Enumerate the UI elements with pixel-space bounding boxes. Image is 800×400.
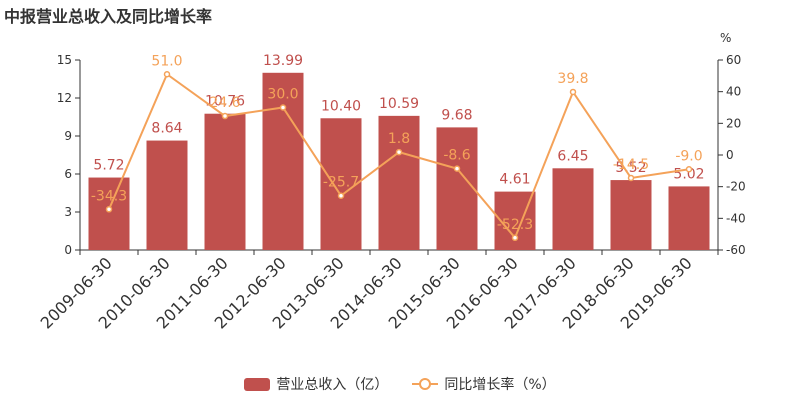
growth-data-label: 51.0 (151, 53, 182, 69)
legend-line-swatch (412, 377, 439, 391)
growth-data-label: -14.5 (613, 157, 649, 173)
bar-data-label: 9.68 (441, 107, 472, 123)
growth-point (627, 174, 635, 182)
y-right-tick-label: 40 (726, 85, 741, 99)
legend-label-revenue: 营业总收入（亿） (276, 377, 389, 393)
bar (88, 177, 130, 250)
y-left-tick-label: 9 (64, 129, 72, 143)
growth-point (279, 104, 287, 111)
bar (552, 168, 594, 250)
y-right-tick-label: 60 (726, 53, 741, 67)
growth-data-label: 39.8 (557, 71, 588, 87)
growth-data-label: 30.0 (267, 87, 298, 103)
legend-item-revenue[interactable]: 营业总收入（亿） (244, 374, 388, 394)
y-left-tick-label: 6 (64, 167, 72, 181)
growth-data-label: -9.0 (675, 148, 702, 164)
bar-data-label: 8.64 (151, 121, 182, 137)
bar-data-label: 13.99 (263, 53, 303, 69)
bar-data-label: 4.61 (499, 172, 530, 188)
y-right-tick-label: 20 (726, 116, 741, 130)
growth-data-label: -52.3 (497, 217, 533, 233)
y-right-unit-label: % (720, 31, 731, 45)
y-left-tick-label: 0 (64, 243, 72, 257)
y-left-tick-label: 15 (57, 53, 72, 67)
bar (146, 140, 188, 250)
growth-data-label: 1.8 (388, 131, 410, 147)
legend-bar-swatch (244, 377, 271, 391)
y-right-tick-label: -40 (726, 211, 746, 225)
bar (262, 72, 304, 250)
y-left-tick-label: 3 (64, 205, 72, 219)
bar-data-label: 5.72 (93, 158, 124, 174)
bar (436, 127, 478, 250)
legend-item-growth[interactable]: 同比增长率（%） (412, 374, 556, 394)
bar (610, 180, 652, 250)
growth-point (569, 88, 577, 96)
growth-data-label: -34.3 (91, 188, 127, 204)
bar (668, 186, 710, 250)
bar (204, 113, 246, 250)
bar (378, 115, 420, 250)
growth-point (163, 71, 171, 78)
growth-data-label: -25.7 (323, 175, 359, 191)
y-right-tick-label: 0 (726, 148, 734, 162)
bar-data-label: 10.40 (321, 98, 361, 114)
bar-data-label: 10.76 (205, 94, 245, 110)
bar-data-label: 10.59 (379, 96, 419, 112)
growth-point (337, 192, 345, 199)
growth-point (453, 165, 461, 172)
bar-data-label: 6.45 (557, 148, 588, 164)
y-left-tick-label: 12 (57, 91, 72, 105)
growth-point (105, 206, 113, 213)
growth-point (221, 112, 229, 120)
legend-label-growth: 同比增长率（%） (444, 377, 556, 393)
y-right-tick-label: -20 (726, 180, 746, 194)
chart-title: 中报营业总收入及同比增长率 (4, 7, 213, 26)
bar-data-label: 5.52 (615, 160, 646, 176)
growth-point (685, 166, 693, 173)
growth-point (511, 234, 519, 242)
growth-data-label: -8.6 (443, 148, 470, 164)
growth-point (395, 148, 403, 156)
y-right-tick-label: -60 (726, 243, 746, 257)
legend: 营业总收入（亿） 同比增长率（%） (0, 373, 800, 395)
bar (320, 118, 362, 251)
growth-data-label: 24.6 (209, 95, 240, 111)
